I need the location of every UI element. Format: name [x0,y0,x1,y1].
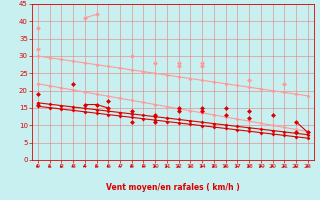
X-axis label: Vent moyen/en rafales ( km/h ): Vent moyen/en rafales ( km/h ) [106,183,240,192]
